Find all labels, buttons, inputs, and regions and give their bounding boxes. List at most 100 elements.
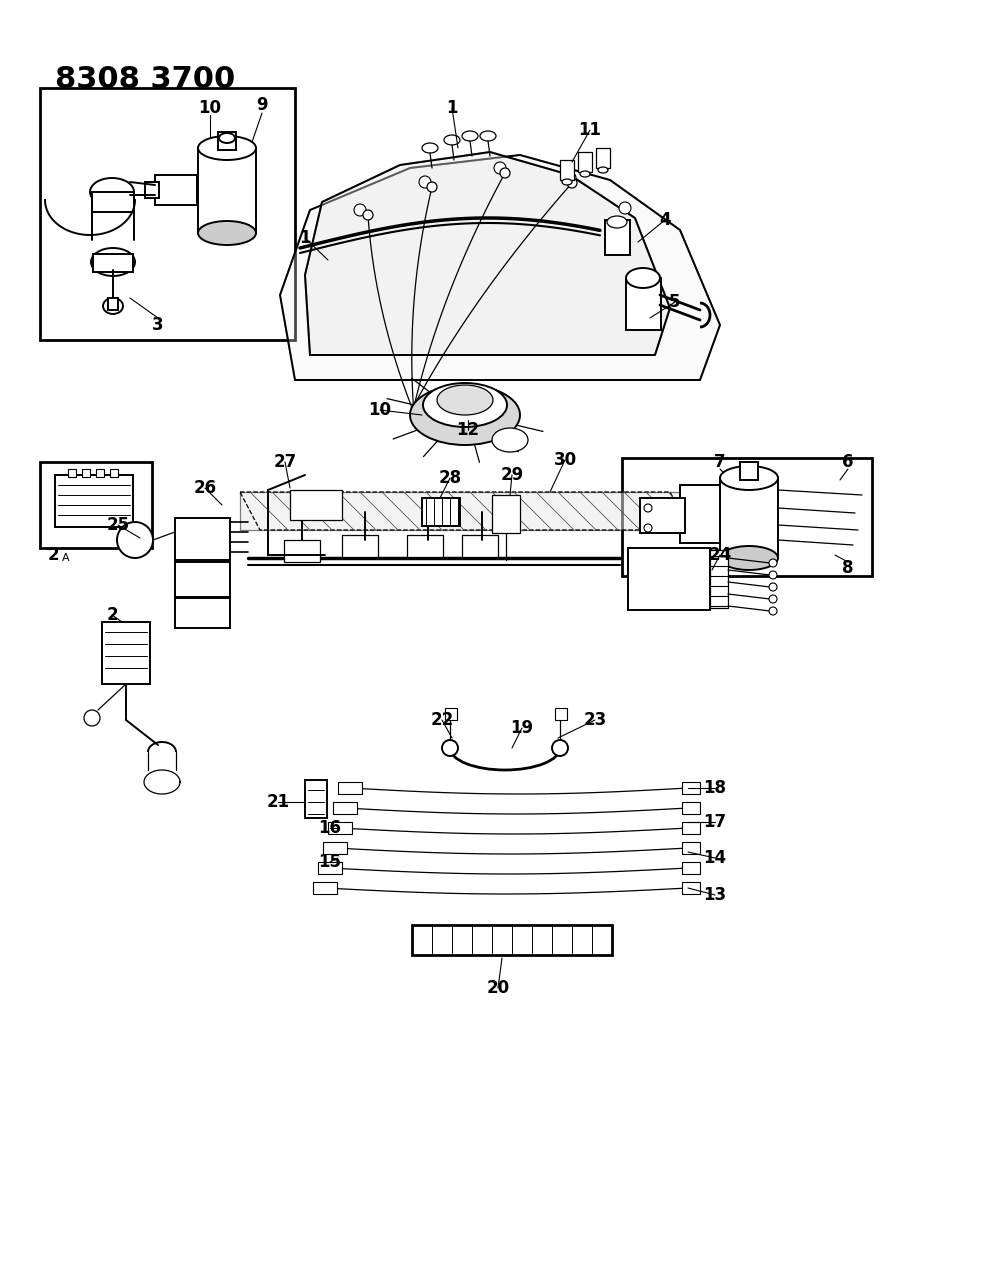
Text: 3: 3 bbox=[152, 316, 164, 334]
Ellipse shape bbox=[720, 546, 778, 570]
Ellipse shape bbox=[607, 215, 627, 228]
Circle shape bbox=[619, 201, 631, 214]
Bar bbox=[445, 708, 457, 720]
Bar bbox=[328, 822, 352, 834]
Circle shape bbox=[363, 210, 373, 221]
Text: 12: 12 bbox=[457, 421, 479, 439]
Text: 2: 2 bbox=[106, 606, 118, 623]
Circle shape bbox=[354, 204, 366, 215]
Circle shape bbox=[769, 558, 777, 567]
Text: 21: 21 bbox=[266, 793, 290, 811]
Bar bbox=[40, 462, 152, 548]
Bar bbox=[578, 152, 592, 172]
Circle shape bbox=[564, 172, 576, 184]
Ellipse shape bbox=[422, 143, 438, 153]
Text: 23: 23 bbox=[583, 711, 607, 729]
Text: 28: 28 bbox=[438, 469, 462, 487]
Ellipse shape bbox=[492, 428, 528, 453]
Circle shape bbox=[419, 176, 431, 187]
Ellipse shape bbox=[103, 298, 123, 314]
Ellipse shape bbox=[444, 135, 460, 145]
Bar bbox=[313, 882, 337, 894]
Bar bbox=[108, 298, 118, 310]
Bar bbox=[110, 469, 118, 477]
Circle shape bbox=[769, 571, 777, 579]
Ellipse shape bbox=[90, 179, 134, 207]
Bar bbox=[682, 862, 700, 873]
Bar bbox=[682, 842, 700, 854]
Ellipse shape bbox=[198, 136, 256, 159]
Bar bbox=[93, 254, 133, 272]
Bar bbox=[628, 548, 710, 609]
Bar bbox=[145, 182, 159, 198]
Bar bbox=[596, 148, 610, 168]
Bar bbox=[622, 458, 872, 576]
Bar bbox=[682, 802, 700, 813]
Bar bbox=[92, 193, 134, 212]
Ellipse shape bbox=[437, 385, 493, 414]
Circle shape bbox=[500, 168, 510, 179]
Text: 8: 8 bbox=[843, 558, 853, 578]
Bar bbox=[284, 541, 320, 562]
Text: 2: 2 bbox=[48, 546, 60, 564]
Text: 10: 10 bbox=[368, 402, 392, 419]
Ellipse shape bbox=[410, 385, 520, 445]
Text: 25: 25 bbox=[106, 516, 130, 534]
Bar bbox=[605, 221, 630, 255]
Ellipse shape bbox=[462, 131, 478, 142]
Bar bbox=[175, 518, 230, 560]
Circle shape bbox=[117, 521, 153, 558]
Bar bbox=[555, 708, 567, 720]
Text: 4: 4 bbox=[659, 210, 671, 229]
Bar bbox=[240, 492, 690, 530]
Text: 18: 18 bbox=[703, 779, 727, 797]
Bar bbox=[55, 476, 133, 527]
Ellipse shape bbox=[91, 249, 135, 275]
Bar bbox=[82, 469, 90, 477]
Text: 24: 24 bbox=[708, 546, 732, 564]
Bar bbox=[740, 462, 758, 479]
Polygon shape bbox=[280, 156, 720, 380]
Bar bbox=[305, 780, 327, 819]
Text: 1: 1 bbox=[300, 230, 310, 247]
Bar bbox=[682, 782, 700, 794]
Text: 26: 26 bbox=[193, 479, 217, 497]
Text: 13: 13 bbox=[703, 886, 727, 904]
Bar bbox=[68, 469, 76, 477]
Bar bbox=[318, 862, 342, 873]
Text: 30: 30 bbox=[554, 451, 576, 469]
Bar bbox=[560, 159, 574, 180]
Ellipse shape bbox=[580, 171, 590, 177]
Circle shape bbox=[494, 162, 506, 173]
Circle shape bbox=[442, 740, 458, 756]
Bar bbox=[640, 499, 685, 533]
Circle shape bbox=[644, 504, 652, 513]
Text: 11: 11 bbox=[578, 121, 602, 139]
Bar bbox=[323, 842, 347, 854]
Text: 1: 1 bbox=[446, 99, 458, 117]
Bar bbox=[412, 924, 612, 955]
Text: 9: 9 bbox=[256, 96, 268, 113]
Bar bbox=[198, 148, 256, 233]
Ellipse shape bbox=[598, 167, 608, 173]
Polygon shape bbox=[305, 152, 670, 354]
Text: 15: 15 bbox=[318, 853, 342, 871]
Ellipse shape bbox=[219, 133, 235, 143]
Ellipse shape bbox=[562, 179, 572, 185]
Bar bbox=[290, 490, 342, 520]
Circle shape bbox=[769, 607, 777, 615]
Text: 17: 17 bbox=[703, 813, 727, 831]
Bar bbox=[626, 278, 661, 330]
Bar bbox=[218, 133, 236, 150]
Circle shape bbox=[644, 524, 652, 532]
Bar bbox=[422, 499, 460, 527]
Bar bbox=[175, 562, 230, 597]
Text: 8308 3700: 8308 3700 bbox=[55, 65, 236, 94]
Bar bbox=[175, 598, 230, 629]
Bar bbox=[720, 478, 778, 558]
Text: A: A bbox=[62, 553, 70, 564]
Bar bbox=[155, 175, 197, 205]
Text: 16: 16 bbox=[318, 819, 342, 836]
Bar bbox=[492, 495, 520, 533]
Circle shape bbox=[769, 595, 777, 603]
